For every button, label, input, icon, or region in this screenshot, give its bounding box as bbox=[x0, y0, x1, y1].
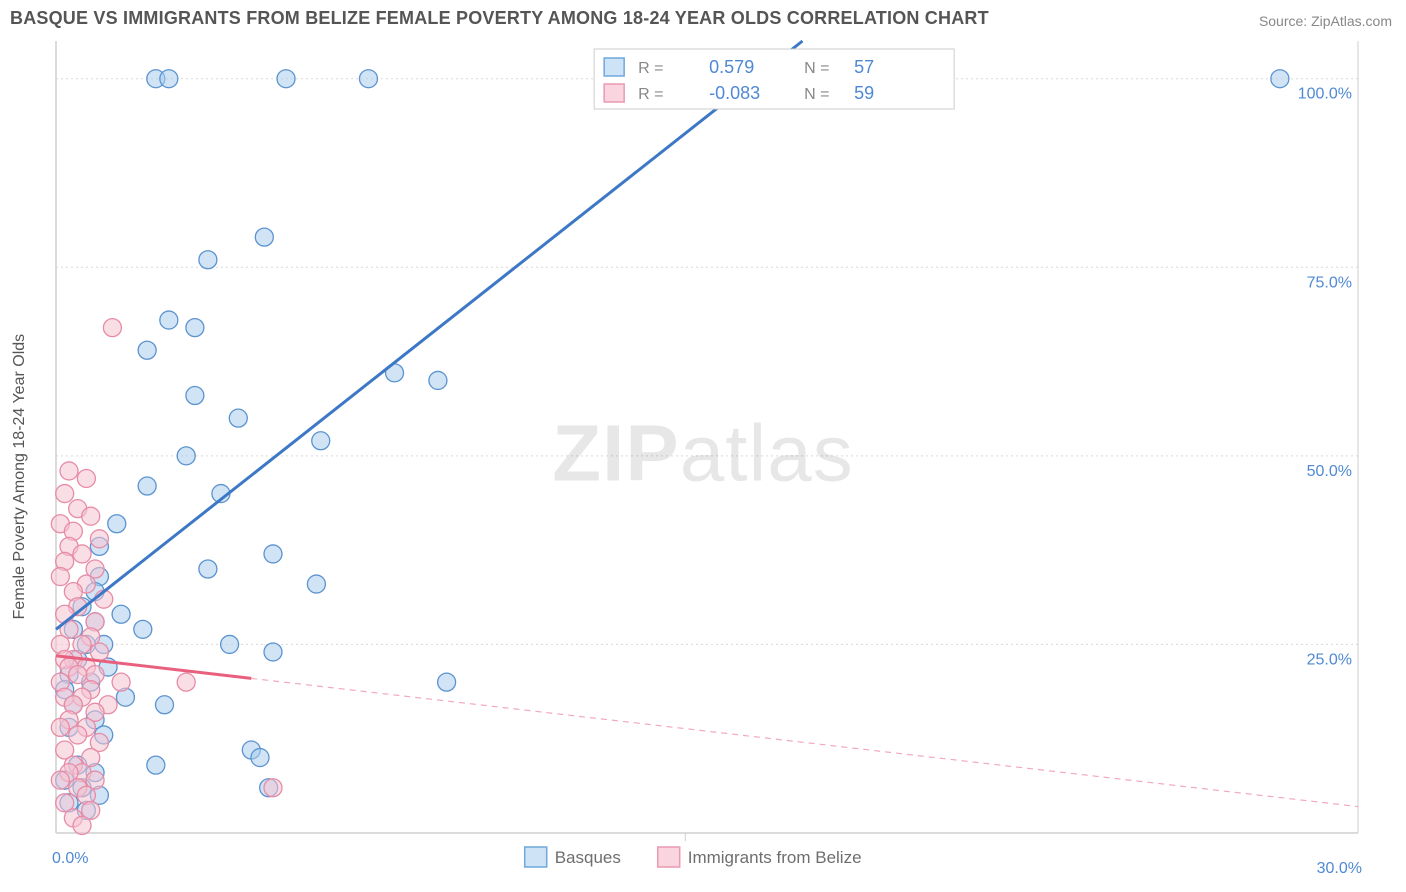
scatter-point bbox=[77, 469, 95, 487]
scatter-point bbox=[147, 756, 165, 774]
scatter-point bbox=[264, 643, 282, 661]
legend-text: N = bbox=[804, 86, 829, 103]
scatter-point bbox=[264, 779, 282, 797]
chart-title: BASQUE VS IMMIGRANTS FROM BELIZE FEMALE … bbox=[10, 8, 989, 29]
y-tick-label: 75.0% bbox=[1307, 274, 1352, 291]
scatter-point bbox=[255, 228, 273, 246]
source-value: ZipAtlas.com bbox=[1311, 13, 1392, 29]
legend-text: R = bbox=[638, 60, 663, 77]
scatter-point bbox=[251, 749, 269, 767]
scatter-point bbox=[160, 311, 178, 329]
scatter-point bbox=[312, 432, 330, 450]
y-tick-label: 25.0% bbox=[1307, 651, 1352, 668]
scatter-point bbox=[51, 568, 69, 586]
scatter-point bbox=[73, 545, 91, 563]
scatter-point bbox=[69, 726, 87, 744]
legend-text: R = bbox=[638, 86, 663, 103]
scatter-point bbox=[438, 673, 456, 691]
scatter-point bbox=[186, 387, 204, 405]
scatter-point bbox=[112, 673, 130, 691]
legend-text: N = bbox=[804, 60, 829, 77]
y-tick-label: 100.0% bbox=[1298, 86, 1352, 103]
scatter-point bbox=[221, 635, 239, 653]
scatter-point bbox=[56, 485, 74, 503]
series-legend: Basques Immigrants from Belize bbox=[525, 847, 862, 867]
legend-swatch bbox=[525, 847, 547, 867]
scatter-point bbox=[138, 341, 156, 359]
y-axis-label: Female Poverty Among 18-24 Year Olds bbox=[11, 334, 28, 619]
scatter-point bbox=[51, 718, 69, 736]
scatter-point bbox=[82, 507, 100, 525]
source-label: Source: bbox=[1259, 13, 1307, 29]
scatter-point bbox=[1271, 70, 1289, 88]
y-tick-label: 50.0% bbox=[1307, 463, 1352, 480]
scatter-point bbox=[90, 530, 108, 548]
scatter-point bbox=[199, 251, 217, 269]
scatter-point bbox=[177, 673, 195, 691]
scatter-point bbox=[112, 605, 130, 623]
x-max-label: 30.0% bbox=[1317, 860, 1362, 877]
trend-line-extension bbox=[251, 678, 1358, 806]
chart-container: 25.0% 50.0% 75.0% 100.0% 0.0% 30.0% Female Pov… bbox=[0, 33, 1406, 883]
scatter-point bbox=[177, 447, 195, 465]
scatter-point bbox=[199, 560, 217, 578]
correlation-scatter-chart: 25.0% 50.0% 75.0% 100.0% 0.0% 30.0% Female Pov… bbox=[0, 33, 1406, 883]
source-attribution: Source: ZipAtlas.com bbox=[1259, 13, 1392, 29]
scatter-point bbox=[90, 643, 108, 661]
trend-line bbox=[56, 41, 802, 629]
scatter-point bbox=[264, 545, 282, 563]
scatter-point bbox=[69, 666, 87, 684]
scatter-point bbox=[277, 70, 295, 88]
scatter-point bbox=[186, 319, 204, 337]
scatter-point bbox=[229, 409, 247, 427]
scatter-point bbox=[51, 771, 69, 789]
correlation-legend: R = 0.579 N = 57 R = -0.083 N = 59 bbox=[594, 49, 954, 109]
scatter-point bbox=[307, 575, 325, 593]
legend-swatch bbox=[604, 58, 624, 76]
scatter-point bbox=[103, 319, 121, 337]
scatter-point bbox=[160, 70, 178, 88]
scatter-point bbox=[134, 620, 152, 638]
legend-swatch bbox=[658, 847, 680, 867]
scatter-point bbox=[73, 816, 91, 834]
scatter-point bbox=[60, 462, 78, 480]
legend-text: -0.083 bbox=[709, 83, 760, 103]
legend-label: Basques bbox=[555, 848, 621, 867]
legend-text: 0.579 bbox=[709, 57, 754, 77]
scatter-point bbox=[156, 696, 174, 714]
scatter-point bbox=[138, 477, 156, 495]
legend-text: 59 bbox=[854, 83, 874, 103]
legend-label: Immigrants from Belize bbox=[688, 848, 862, 867]
scatter-point bbox=[108, 515, 126, 533]
scatter-point bbox=[359, 70, 377, 88]
scatter-point bbox=[429, 371, 447, 389]
legend-swatch bbox=[604, 84, 624, 102]
legend-text: 57 bbox=[854, 57, 874, 77]
x-min-label: 0.0% bbox=[52, 850, 88, 867]
